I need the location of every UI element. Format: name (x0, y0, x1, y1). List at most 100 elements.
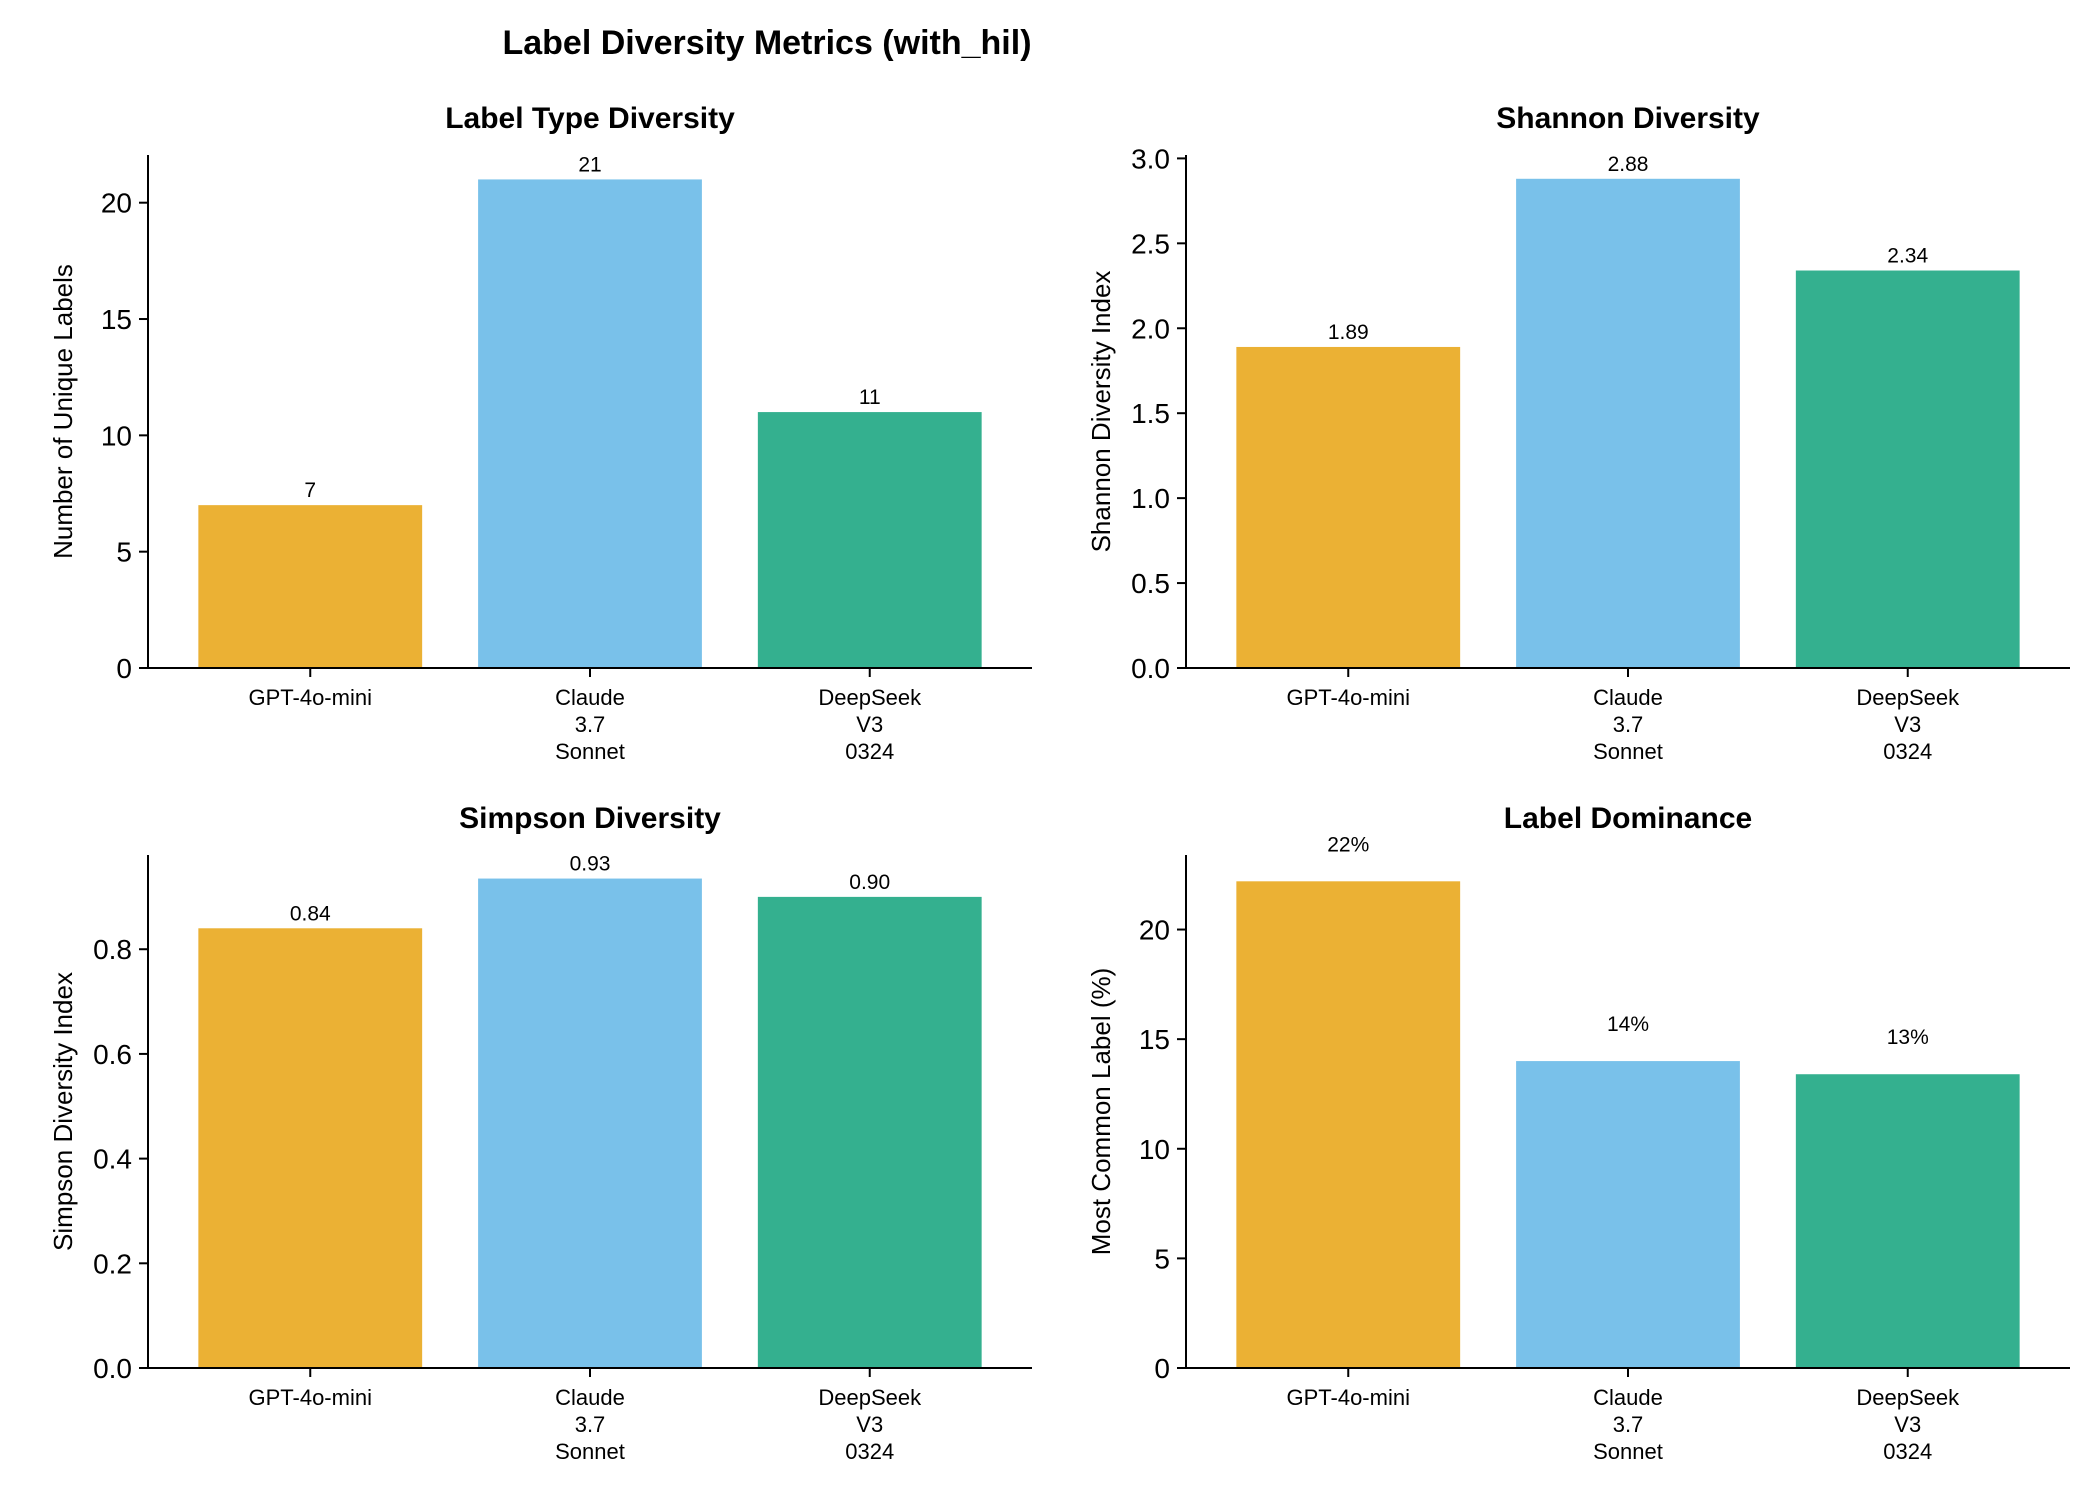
x-tick-label-line: V3 (1894, 712, 1921, 737)
x-tick-label: Claude 3.7 Sonnet (555, 685, 625, 764)
bar-2 (1516, 178, 1740, 668)
x-tick-label-line: Sonnet (555, 739, 625, 764)
x-tick-label-line: 3.7 (1613, 712, 1644, 737)
x-tick-label: GPT-4o-mini (249, 1385, 372, 1410)
x-tick-label-line: V3 (856, 1412, 883, 1437)
data-label: 21 (578, 153, 601, 176)
subplot-2: Shannon Diversity Shannon Diversity Index… (1086, 102, 2070, 764)
bar-1 (198, 928, 423, 1368)
y-tick-label: 0.6 (93, 1039, 132, 1070)
x-tick-label-line: DeepSeek (1856, 685, 1960, 710)
subplot-4: Label Dominance Most Common Label (%) 22% G… (1086, 802, 2070, 1464)
y-tick-label: 0.4 (93, 1144, 132, 1175)
x-tick-label-line: DeepSeek (818, 685, 922, 710)
bar-2 (478, 878, 702, 1368)
data-label: 7 (304, 479, 316, 502)
data-label: 2.88 (1608, 153, 1649, 176)
x-tick-label: GPT-4o-mini (1287, 1385, 1410, 1410)
y-tick-label: 10 (1139, 1134, 1170, 1165)
subplot-title: Label Type Diversity (445, 102, 735, 135)
x-tick-label-line: V3 (856, 712, 883, 737)
bar-2 (1516, 1061, 1740, 1368)
data-label: 11 (859, 386, 881, 409)
x-tick-label: DeepSeek V3 0324 (818, 1385, 922, 1464)
subplot-title: Label Dominance (1504, 802, 1752, 835)
x-tick-label-line: 3.7 (1613, 1412, 1644, 1437)
subplot-1: Label Type Diversity Number of Unique Lab… (48, 102, 1032, 764)
y-axis-label: Number of Unique Labels (48, 264, 78, 559)
data-label: 0.90 (849, 871, 890, 894)
data-label: 14% (1607, 1013, 1649, 1036)
x-tick-label-line: 3.7 (575, 712, 606, 737)
y-tick-label: 1.5 (1131, 398, 1170, 429)
x-tick-label-line: Claude (555, 685, 625, 710)
x-tick-label-line: 0324 (1883, 739, 1932, 764)
x-tick-label-line: GPT-4o-mini (1287, 1385, 1410, 1410)
x-tick-label-line: GPT-4o-mini (249, 685, 372, 710)
y-axis-label: Shannon Diversity Index (1086, 271, 1116, 553)
data-label: 2.34 (1887, 245, 1928, 268)
bar-3 (1795, 1074, 2020, 1368)
x-tick-label-line: Sonnet (1593, 739, 1663, 764)
y-tick-label: 0.0 (1131, 653, 1170, 684)
y-axis-label: Most Common Label (%) (1086, 968, 1116, 1256)
data-label: 22% (1327, 833, 1369, 856)
bar-1 (198, 505, 423, 668)
x-tick-label-line: DeepSeek (818, 1385, 922, 1410)
x-tick-label: Claude 3.7 Sonnet (555, 1385, 625, 1464)
y-tick-label: 5 (116, 537, 132, 568)
x-tick-label: Claude 3.7 Sonnet (1593, 685, 1663, 764)
y-tick-label: 0.5 (1131, 568, 1170, 599)
bar-1 (1236, 881, 1461, 1368)
x-tick-label-line: 0324 (845, 739, 894, 764)
x-tick-label-line: Claude (1593, 1385, 1663, 1410)
y-tick-label: 2.0 (1131, 313, 1170, 344)
data-label: 13% (1887, 1026, 1929, 1049)
y-tick-label: 15 (101, 304, 132, 335)
y-tick-label: 15 (1139, 1024, 1170, 1055)
x-tick-label-line: GPT-4o-mini (249, 1385, 372, 1410)
data-label: 1.89 (1328, 321, 1369, 344)
bar-1 (1236, 346, 1461, 668)
y-tick-label: 0.8 (93, 934, 132, 965)
x-tick-label: GPT-4o-mini (249, 685, 372, 710)
x-tick-label-line: Claude (555, 1385, 625, 1410)
x-tick-label: GPT-4o-mini (1287, 685, 1410, 710)
x-tick-label-line: GPT-4o-mini (1287, 685, 1410, 710)
bar-3 (757, 896, 982, 1368)
y-tick-label: 2.5 (1131, 228, 1170, 259)
x-tick-label-line: 0324 (845, 1439, 894, 1464)
bar-2 (478, 179, 702, 668)
y-axis-label: Simpson Diversity Index (48, 972, 78, 1251)
y-tick-label: 0 (1154, 1353, 1170, 1384)
figure-title: Label Diversity Metrics (with_hil) (502, 24, 1031, 62)
bar-3 (1795, 270, 2020, 668)
x-tick-label-line: Sonnet (555, 1439, 625, 1464)
y-tick-label: 5 (1154, 1243, 1170, 1274)
data-label: 0.93 (570, 853, 611, 876)
x-tick-label-line: DeepSeek (1856, 1385, 1960, 1410)
y-tick-label: 1.0 (1131, 483, 1170, 514)
x-tick-label: DeepSeek V3 0324 (1856, 1385, 1960, 1464)
y-tick-label: 20 (101, 188, 132, 219)
y-tick-label: 20 (1139, 915, 1170, 946)
x-tick-label: Claude 3.7 Sonnet (1593, 1385, 1663, 1464)
y-tick-label: 0.0 (93, 1353, 132, 1384)
data-label: 0.84 (290, 902, 331, 925)
x-tick-label-line: Claude (1593, 685, 1663, 710)
x-tick-label: DeepSeek V3 0324 (818, 685, 922, 764)
x-tick-label: DeepSeek V3 0324 (1856, 685, 1960, 764)
subplot-3: Simpson Diversity Simpson Diversity Index… (48, 802, 1032, 1464)
subplot-title: Simpson Diversity (459, 802, 721, 835)
y-tick-label: 0.2 (93, 1248, 132, 1279)
x-tick-label-line: 3.7 (575, 1412, 606, 1437)
bar-3 (757, 412, 982, 668)
y-tick-label: 3.0 (1131, 143, 1170, 174)
x-tick-label-line: V3 (1894, 1412, 1921, 1437)
x-tick-label-line: 0324 (1883, 1439, 1932, 1464)
y-tick-label: 10 (101, 420, 132, 451)
y-tick-label: 0 (116, 653, 132, 684)
x-tick-label-line: Sonnet (1593, 1439, 1663, 1464)
